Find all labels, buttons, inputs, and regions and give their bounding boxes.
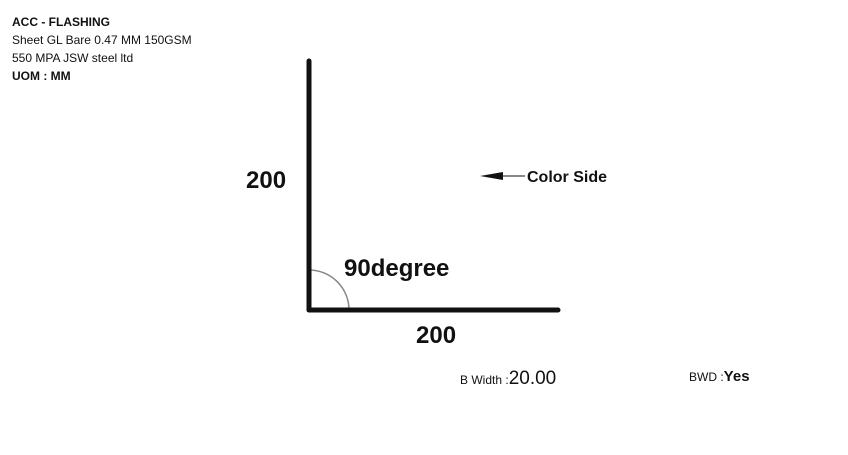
angle-label: 90degree <box>344 255 449 282</box>
angle-arc <box>308 269 350 311</box>
unit-of-measure: UOM : MM <box>12 69 71 83</box>
material-spec-line2: 550 MPA JSW steel ltd <box>12 51 134 65</box>
product-title: ACC - FLASHING <box>12 15 110 29</box>
b-width: B Width :20.00 <box>460 368 556 390</box>
b-width-label: B Width : <box>460 373 509 387</box>
material-spec-line1: Sheet GL Bare 0.47 MM 150GSM <box>12 33 192 47</box>
bwd: BWD :Yes <box>689 368 750 386</box>
bwd-label: BWD : <box>689 370 724 384</box>
vertical-dimension-label: 200 <box>246 167 286 194</box>
product-info: ACC - FLASHING Sheet GL Bare 0.47 MM 150… <box>12 13 192 85</box>
color-side-label: Color Side <box>527 169 607 186</box>
bwd-value: Yes <box>723 368 750 385</box>
color-side-arrowhead <box>480 172 503 180</box>
horizontal-dimension-label: 200 <box>416 322 456 349</box>
b-width-value: 20.00 <box>508 368 557 389</box>
